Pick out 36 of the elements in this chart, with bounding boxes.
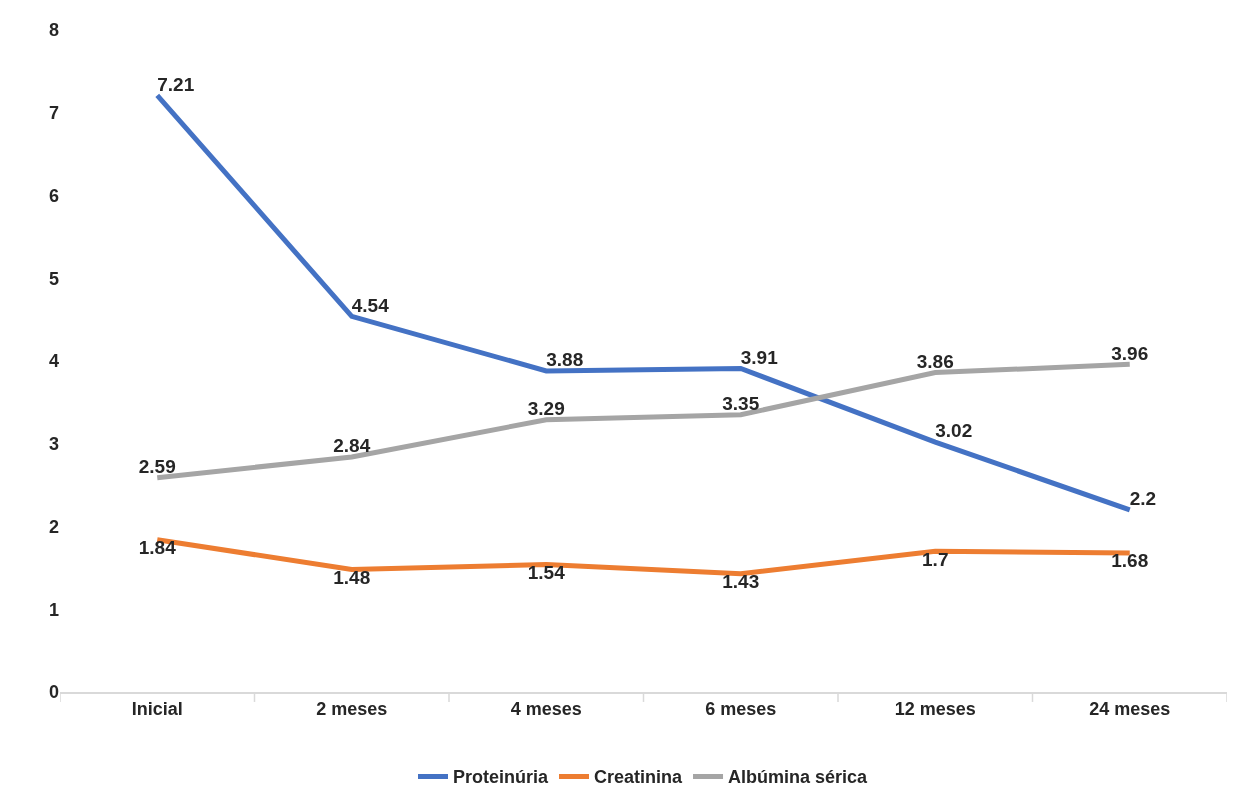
y-tick-label: 4	[48, 351, 59, 372]
x-tick-label: 2 meses	[316, 699, 388, 720]
x-tick-label: 12 meses	[894, 699, 976, 720]
y-tick-label: 1	[48, 599, 59, 620]
data-label: 3.96	[1111, 342, 1149, 364]
x-tick-label: 4 meses	[510, 699, 582, 720]
y-tick-label: 2	[48, 516, 59, 537]
data-label: 2.84	[333, 435, 371, 457]
data-label: 1.7	[922, 548, 949, 570]
data-label: 1.84	[138, 536, 177, 558]
y-tick-label: 8	[48, 20, 59, 41]
x-tick-label: 24 meses	[1089, 699, 1171, 720]
legend-label: Creatinina	[594, 767, 684, 788]
y-tick-label: 5	[48, 268, 59, 289]
data-label: 3.29	[527, 398, 565, 419]
x-tick-label: Inicial	[131, 699, 183, 720]
data-label: 2.59	[138, 455, 176, 477]
y-tick-label: 7	[48, 103, 59, 124]
data-label: 2.2	[1129, 488, 1157, 510]
y-tick-label: 0	[48, 682, 59, 703]
legend-label: Proteinúria	[453, 767, 550, 788]
legend-label: Albúmina sérica	[728, 767, 869, 788]
data-label: 1.43	[722, 570, 760, 592]
data-label: 3.88	[546, 349, 584, 371]
data-label: 3.91	[740, 346, 779, 368]
y-tick-label: 6	[48, 185, 59, 206]
data-label: 1.54	[527, 561, 566, 583]
data-label: 3.35	[722, 393, 760, 415]
data-label: 3.86	[916, 350, 954, 372]
data-label: 1.68	[1111, 550, 1149, 572]
y-tick-label: 3	[48, 434, 59, 455]
x-tick-label: 6 meses	[705, 699, 777, 720]
data-label: 3.02	[935, 420, 973, 442]
data-label: 7.21	[157, 73, 195, 95]
data-label: 1.48	[333, 566, 371, 588]
data-label: 4.54	[351, 294, 390, 316]
